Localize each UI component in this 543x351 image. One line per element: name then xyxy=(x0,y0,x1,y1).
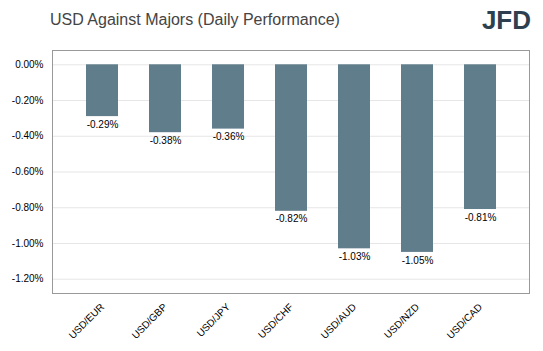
svg-text:-0.36%: -0.36% xyxy=(213,131,245,142)
svg-text:USD/CAD: USD/CAD xyxy=(445,301,485,341)
svg-text:USD/AUD: USD/AUD xyxy=(319,301,359,341)
html-text:JFD: JFD xyxy=(481,4,531,35)
svg-text:-1.00%: -1.00% xyxy=(12,238,44,249)
svg-text:USD/CHF: USD/CHF xyxy=(256,301,295,340)
svg-text:-0.40%: -0.40% xyxy=(12,130,44,141)
svg-text:0.00%: 0.00% xyxy=(15,59,43,70)
svg-text:-0.60%: -0.60% xyxy=(12,166,44,177)
svg-text:USD/EUR: USD/EUR xyxy=(67,301,107,341)
svg-text:USD/NZD: USD/NZD xyxy=(382,301,421,340)
svg-text:-1.20%: -1.20% xyxy=(12,273,44,284)
svg-text:USD/JPY: USD/JPY xyxy=(195,301,233,339)
svg-text:-0.20%: -0.20% xyxy=(12,95,44,106)
svg-text:-1.03%: -1.03% xyxy=(339,251,371,262)
svg-text:-1.05%: -1.05% xyxy=(402,255,434,266)
svg-text:-0.81%: -0.81% xyxy=(465,212,497,223)
svg-text:USD/GBP: USD/GBP xyxy=(130,301,170,341)
svg-text:-0.29%: -0.29% xyxy=(87,119,119,130)
html-text:USD Against Majors (Daily Perf: USD Against Majors (Daily Performance) xyxy=(50,11,340,28)
svg-text:-0.80%: -0.80% xyxy=(12,202,44,213)
svg-text:-0.38%: -0.38% xyxy=(150,135,182,146)
svg-text:-0.82%: -0.82% xyxy=(276,213,308,224)
